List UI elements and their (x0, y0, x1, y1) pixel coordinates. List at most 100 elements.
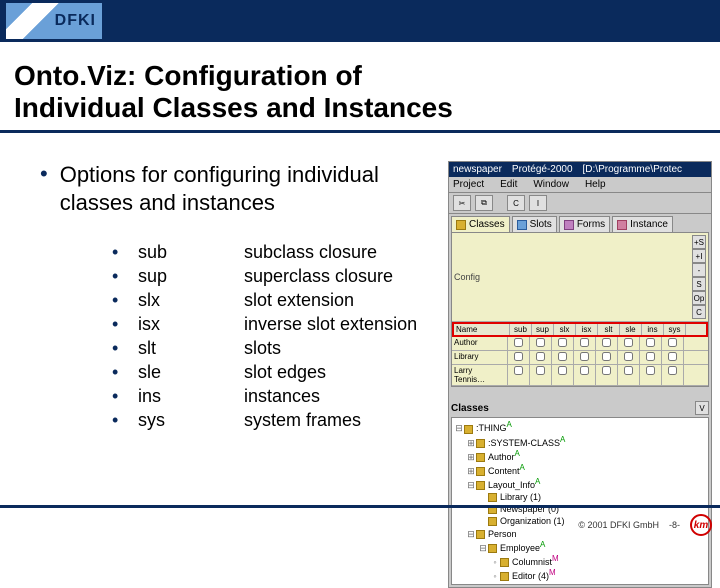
tree-toggle-icon[interactable]: ⊞ (466, 437, 476, 449)
grid-col-header: sub (510, 324, 532, 335)
checkbox[interactable] (536, 366, 545, 375)
tab-classes[interactable]: Classes (451, 216, 510, 232)
checkbox[interactable] (558, 352, 567, 361)
grid-cell-check[interactable] (618, 337, 640, 350)
tree-node[interactable]: ⊞:SYSTEM-CLASSA (454, 435, 706, 449)
menu-item[interactable]: Window (533, 179, 569, 190)
tree-toggle-icon[interactable]: ⊟ (478, 542, 488, 554)
grid-cell-name: Author (452, 337, 508, 350)
checkbox[interactable] (536, 352, 545, 361)
grid-cell-check[interactable] (640, 337, 662, 350)
grid-cell-check[interactable] (552, 337, 574, 350)
toolbar: ✂ ⧉ C I (449, 193, 711, 214)
checkbox[interactable] (558, 338, 567, 347)
checkbox[interactable] (646, 338, 655, 347)
grid-cell-check[interactable] (662, 365, 684, 385)
checkbox[interactable] (514, 366, 523, 375)
copyright: © 2001 DFKI GmbH (578, 520, 659, 530)
tree-toggle-icon[interactable]: ⊟ (466, 528, 476, 540)
tree-toggle-icon[interactable]: ◦ (490, 570, 500, 582)
grid-cell-check[interactable] (574, 365, 596, 385)
checkbox[interactable] (580, 352, 589, 361)
grid-cell-check[interactable] (662, 337, 684, 350)
grid-row[interactable]: Library (452, 351, 708, 365)
grid-cell-check[interactable] (618, 351, 640, 364)
tree-node[interactable]: ⊞ContentA (454, 463, 706, 477)
grid-cell-check[interactable] (552, 351, 574, 364)
grid-cell-check[interactable] (552, 365, 574, 385)
checkbox[interactable] (558, 366, 567, 375)
config-button[interactable]: - (692, 263, 706, 277)
grid-cell-check[interactable] (508, 365, 530, 385)
grid-cell-check[interactable] (662, 351, 684, 364)
grid-row[interactable]: Author (452, 337, 708, 351)
checkbox[interactable] (624, 352, 633, 361)
window-app-name: Protégé-2000 (512, 164, 573, 175)
tree-superscript: M (549, 568, 556, 577)
grid-cell-check[interactable] (618, 365, 640, 385)
tree-node[interactable]: ◦Editor (4)M (454, 568, 706, 582)
tree-toggle-icon[interactable]: ⊞ (466, 465, 476, 477)
tree-toggle-icon[interactable]: ◦ (490, 556, 500, 568)
checkbox[interactable] (668, 338, 677, 347)
checkbox[interactable] (624, 338, 633, 347)
tree-toggle-icon[interactable]: ⊞ (466, 451, 476, 463)
grid-cell-check[interactable] (596, 365, 618, 385)
tree-toggle-icon[interactable]: ⊟ (454, 422, 464, 434)
checkbox[interactable] (624, 366, 633, 375)
menu-item[interactable]: Help (585, 179, 606, 190)
option-row: •supsuperclass closure (112, 266, 430, 287)
grid-cell-check[interactable] (574, 351, 596, 364)
classes-view-button[interactable]: V (695, 401, 709, 415)
checkbox[interactable] (514, 338, 523, 347)
checkbox[interactable] (602, 338, 611, 347)
grid-cell-check[interactable] (530, 337, 552, 350)
grid-cell-check[interactable] (640, 351, 662, 364)
checkbox[interactable] (668, 352, 677, 361)
tab-instance[interactable]: Instance (612, 216, 673, 232)
menu-item[interactable]: Edit (500, 179, 517, 190)
tree-node[interactable]: ◦ColumnistM (454, 554, 706, 568)
toolbar-button[interactable]: C (507, 195, 525, 211)
grid-row[interactable]: Larry Tennis… (452, 365, 708, 386)
tab-forms[interactable]: Forms (559, 216, 610, 232)
grid-cell-check[interactable] (596, 351, 618, 364)
config-button[interactable]: S (692, 277, 706, 291)
class-tree[interactable]: ⊟:THINGA⊞:SYSTEM-CLASSA⊞AuthorA⊞ContentA… (451, 417, 709, 585)
tree-toggle-icon[interactable]: ⊟ (466, 479, 476, 491)
config-button[interactable]: +S (692, 235, 706, 249)
tree-node[interactable]: ⊟:THINGA (454, 420, 706, 434)
grid-cell-check[interactable] (574, 337, 596, 350)
grid-cell-check[interactable] (530, 351, 552, 364)
grid-cell-check[interactable] (640, 365, 662, 385)
menu-item[interactable]: Project (453, 179, 484, 190)
class-icon (476, 453, 485, 462)
tab-slots[interactable]: Slots (512, 216, 557, 232)
config-button[interactable]: C (692, 305, 706, 319)
grid-cell-check[interactable] (530, 365, 552, 385)
checkbox[interactable] (602, 352, 611, 361)
toolbar-button[interactable]: I (529, 195, 547, 211)
toolbar-button[interactable]: ✂ (453, 195, 471, 211)
config-button[interactable]: +I (692, 249, 706, 263)
tree-node[interactable]: Library (1) (454, 491, 706, 503)
tree-node[interactable]: ⊟EmployeeA (454, 540, 706, 554)
checkbox[interactable] (580, 366, 589, 375)
grid-cell-check[interactable] (596, 337, 618, 350)
config-button[interactable]: Op (692, 291, 706, 305)
grid-cell-check[interactable] (508, 337, 530, 350)
toolbar-button[interactable]: ⧉ (475, 195, 493, 211)
config-label: Config (454, 272, 688, 282)
tree-node[interactable]: ⊟Layout_InfoA (454, 477, 706, 491)
checkbox[interactable] (514, 352, 523, 361)
checkbox[interactable] (646, 352, 655, 361)
tab-icon (456, 220, 466, 230)
checkbox[interactable] (646, 366, 655, 375)
grid-cell-check[interactable] (508, 351, 530, 364)
checkbox[interactable] (580, 338, 589, 347)
tab-label: Slots (530, 219, 552, 230)
tree-node[interactable]: ⊞AuthorA (454, 449, 706, 463)
checkbox[interactable] (668, 366, 677, 375)
checkbox[interactable] (602, 366, 611, 375)
checkbox[interactable] (536, 338, 545, 347)
